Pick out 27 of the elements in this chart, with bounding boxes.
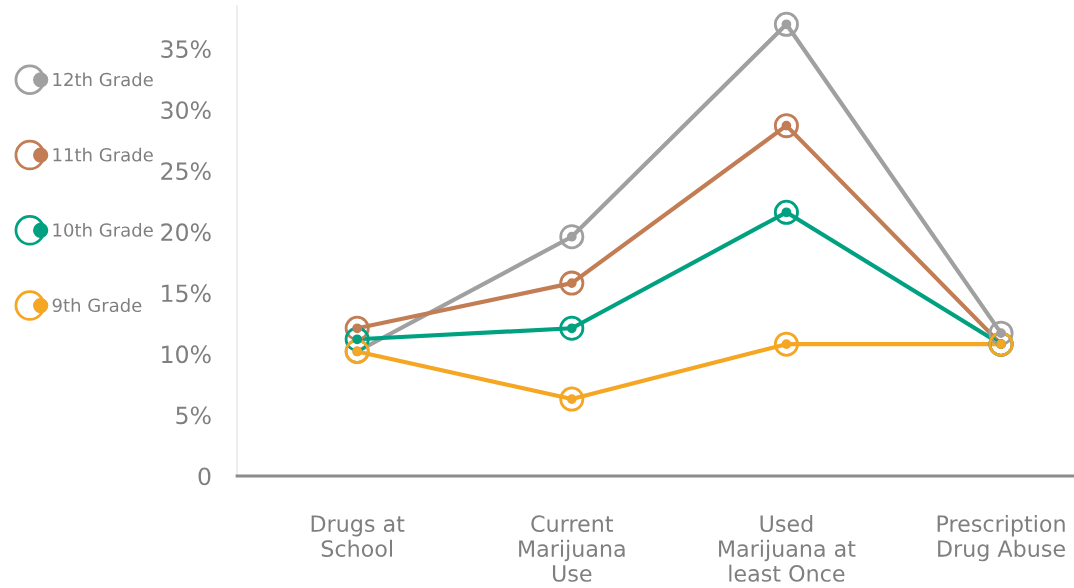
y-tick-label: 10% xyxy=(162,345,211,364)
point xyxy=(559,386,585,412)
x-tick-label: Prescription Drug Abuse xyxy=(937,514,1065,562)
point xyxy=(559,315,585,341)
point xyxy=(773,199,799,225)
x-tick-label: Current Marijuana Use xyxy=(519,515,625,582)
legend-label: 9th Grade xyxy=(52,298,142,313)
point xyxy=(988,320,1014,346)
x-tick-label: Drugs at School xyxy=(311,515,405,557)
point xyxy=(344,315,370,341)
y-tick-label: 25% xyxy=(161,162,211,181)
legend-label: 12th Grade xyxy=(53,72,153,87)
point xyxy=(559,224,585,250)
x-tick-label: Used Marijuana at least Once xyxy=(719,514,856,582)
point xyxy=(344,326,370,352)
legend-label: 11th Grade xyxy=(53,147,153,162)
y-tick-label: 0 xyxy=(198,467,211,486)
y-tick-label: 5% xyxy=(176,406,211,425)
y-tick-label: 20% xyxy=(161,223,211,242)
legend-label: 10th Grade xyxy=(53,222,153,237)
point xyxy=(773,331,799,357)
point xyxy=(559,270,585,296)
point xyxy=(773,113,799,139)
y-tick-label: 30% xyxy=(161,101,211,120)
y-tick-label: 15% xyxy=(162,284,211,303)
point xyxy=(773,11,799,37)
y-tick-label: 35% xyxy=(161,40,211,59)
